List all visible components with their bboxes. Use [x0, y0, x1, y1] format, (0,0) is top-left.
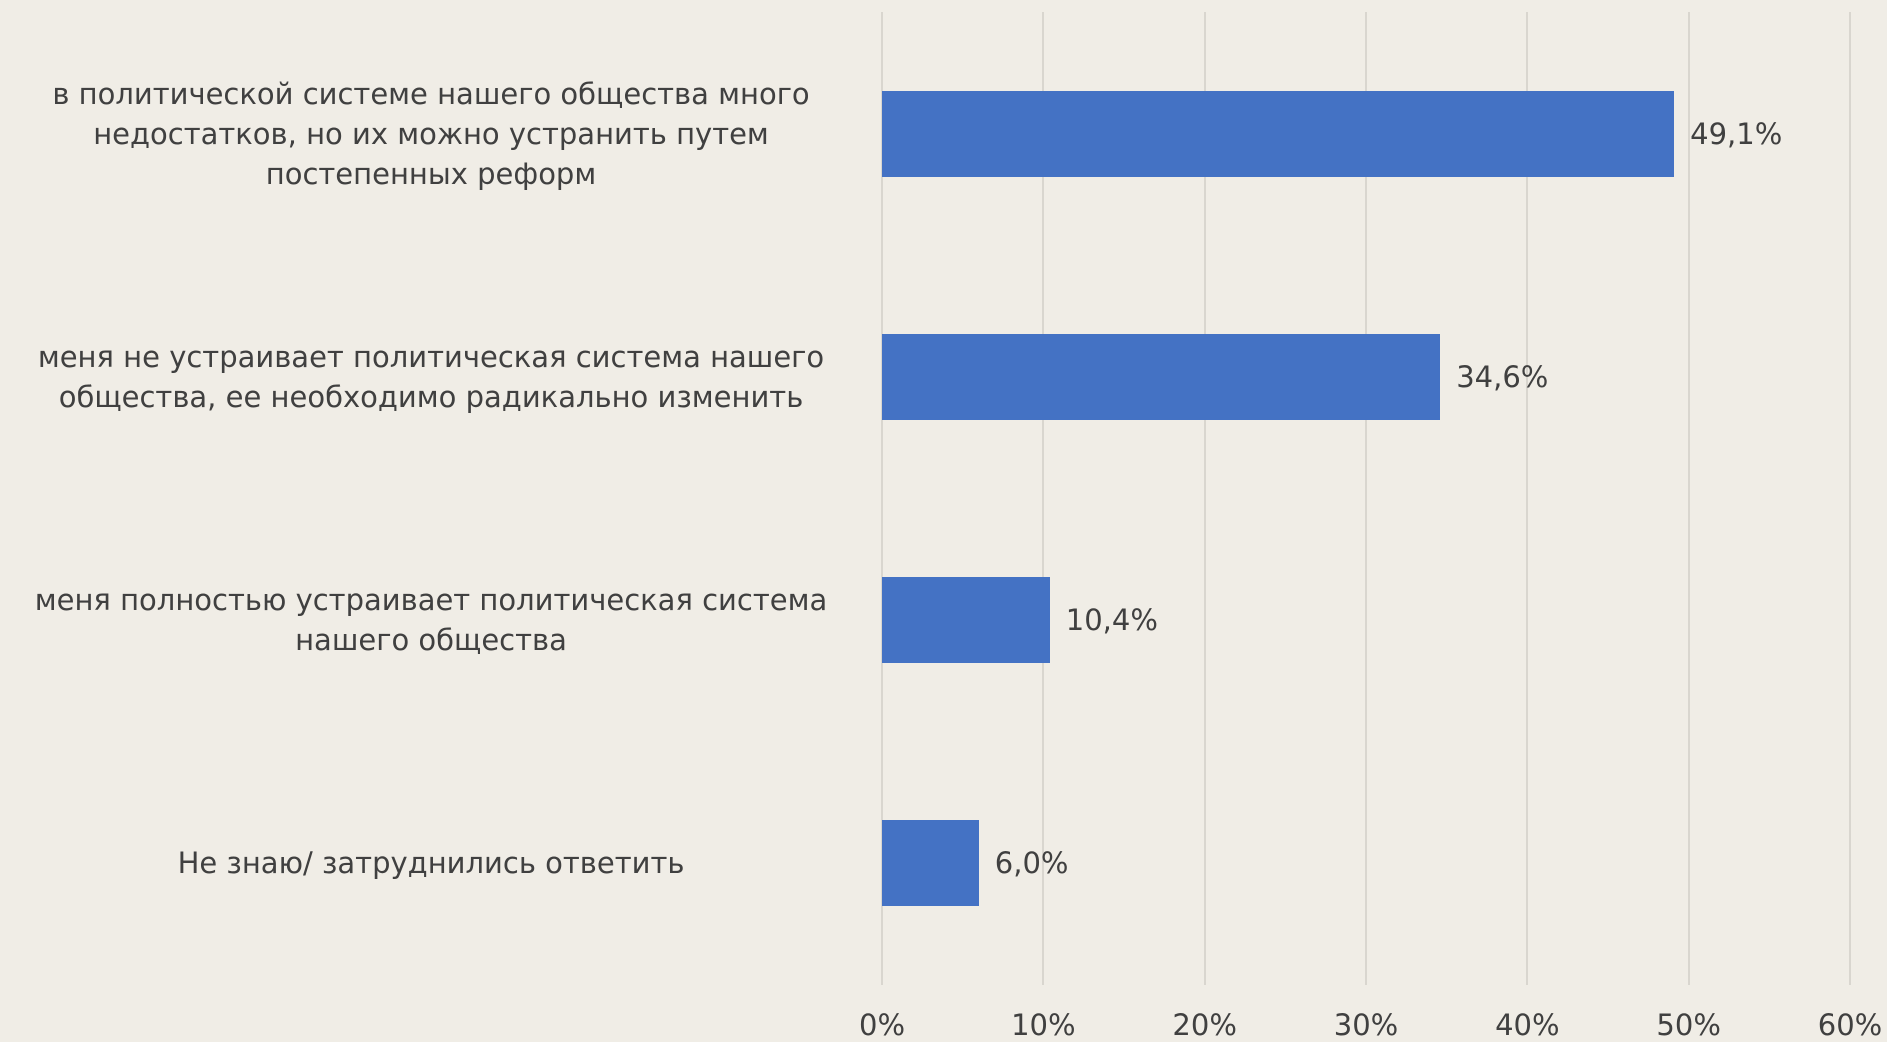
x-tick-label: 60% — [1817, 1008, 1883, 1042]
grid-line — [1042, 12, 1045, 985]
x-tick-label: 50% — [1656, 1008, 1721, 1042]
grid-line — [1687, 12, 1690, 985]
y-tick-label: в политической системе нашего общества м… — [52, 76, 810, 191]
x-tick-label: 0% — [858, 1008, 906, 1042]
grid-line — [1365, 12, 1367, 985]
data-label: 10,4% — [1065, 602, 1158, 637]
x-tick-label: 30% — [1333, 1008, 1399, 1042]
data-label: 49,1% — [1690, 116, 1783, 151]
y-tick-label: меня не устраивает политическая система … — [37, 339, 825, 414]
y-tick-label: Не знаю/ затруднились ответить — [177, 845, 685, 880]
x-tick-label: 20% — [1172, 1008, 1237, 1042]
grid-line — [1526, 12, 1529, 985]
y-tick-label: меня полностью устраивает политическая с… — [34, 582, 828, 657]
bar — [882, 333, 1441, 420]
bar — [882, 576, 1050, 663]
x-tick-label: 40% — [1495, 1008, 1560, 1042]
bar — [882, 90, 1675, 177]
grid-line — [881, 12, 883, 985]
grid-line — [1203, 12, 1206, 985]
bar — [882, 819, 979, 906]
data-label: 34,6% — [1456, 359, 1549, 394]
data-label: 6,0% — [994, 845, 1069, 880]
grid-line — [1849, 12, 1851, 985]
x-tick-label: 10% — [1011, 1008, 1076, 1042]
